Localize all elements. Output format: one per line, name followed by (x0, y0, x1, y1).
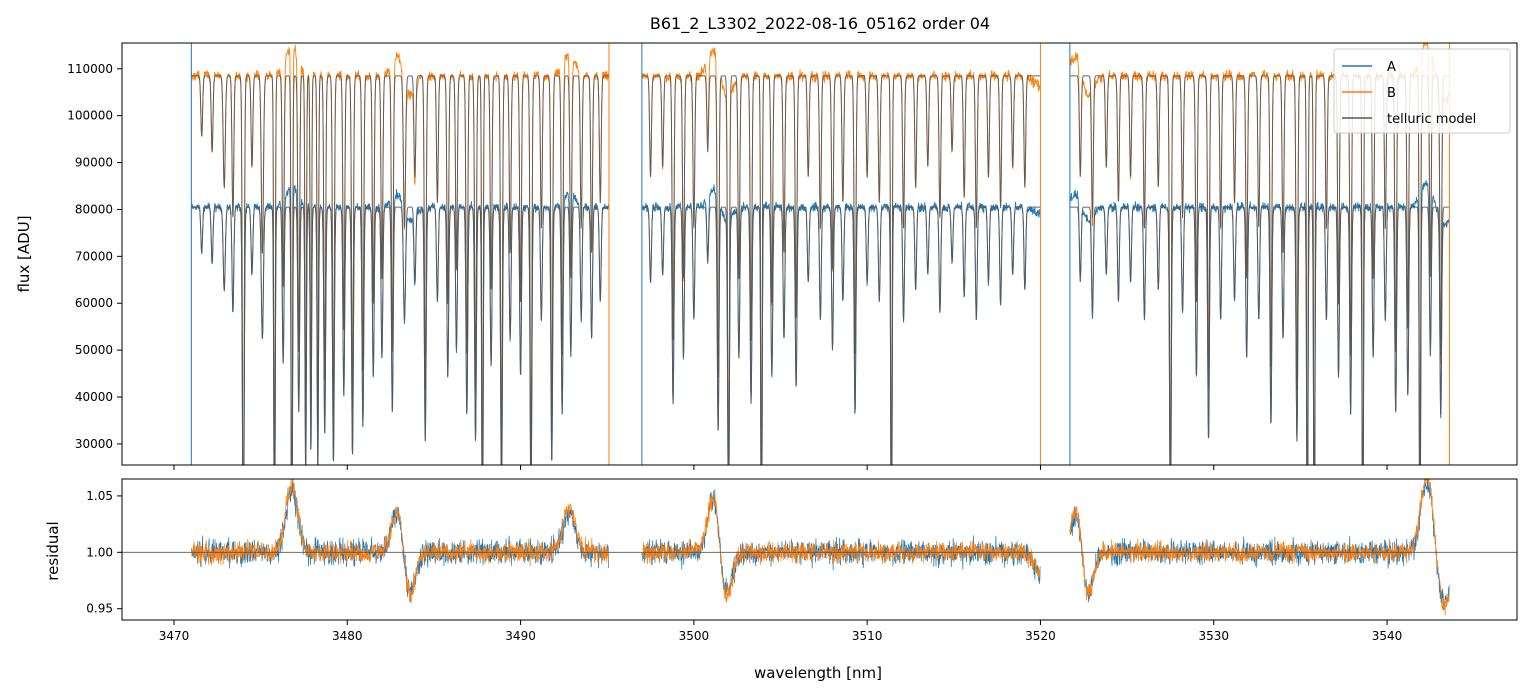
legend-label-telluric: telluric model (1387, 112, 1476, 127)
legend-label-a: A (1387, 60, 1396, 75)
telluric-model-line (1069, 206, 1450, 465)
x-tick-label: 3540 (1372, 629, 1403, 643)
chart-title: B61_2_L3302_2022-08-16_05162 order 04 (650, 14, 990, 34)
x-tick-label: 3530 (1198, 629, 1229, 643)
residual-y-tick-label: 1.05 (86, 489, 113, 503)
flux-y-tick-label: 30000 (75, 437, 113, 451)
telluric-model-line (191, 206, 609, 465)
x-tick-label: 3490 (505, 629, 536, 643)
flux-y-label: flux [ADU] (15, 215, 33, 292)
residual-y-tick-label: 0.95 (86, 602, 113, 616)
telluric-model-line (641, 206, 1041, 465)
flux-x-ticks (173, 465, 1388, 470)
x-tick-label: 3510 (852, 629, 883, 643)
x-tick-label: 3470 (159, 629, 190, 643)
x-tick-label: 3520 (1025, 629, 1056, 643)
series-a-line (641, 184, 1041, 465)
flux-y-tick-label: 40000 (75, 390, 113, 404)
residual-plot-area (122, 479, 1517, 616)
flux-y-tick-label: 50000 (75, 343, 113, 357)
telluric-model-line (191, 74, 609, 465)
residual-y-tick-label: 1.00 (86, 545, 113, 559)
flux-axes-frame (121, 42, 1518, 466)
residual-b-line (1069, 479, 1450, 616)
flux-y-tick-label: 80000 (75, 202, 113, 216)
residual-a-line (190, 479, 610, 602)
flux-axes: 30000 40000 50000 60000 70000 80000 90000 10000… (15, 42, 1518, 470)
telluric-model-line (1069, 75, 1450, 465)
legend-frame (1333, 48, 1511, 134)
residual-a-line (1069, 479, 1450, 611)
legend-label-b: B (1387, 86, 1396, 101)
residual-axes: 0.95 1.00 1.05 3470 3480 3490 3500 3510 3520 353… (44, 478, 1518, 682)
x-tick-label: 3500 (679, 629, 710, 643)
series-b-line (190, 44, 610, 465)
x-axis-label: wavelength [nm] (754, 664, 882, 682)
flux-y-tick-label: 110000 (67, 62, 113, 76)
series-a-line (1069, 179, 1450, 465)
residual-b-line (641, 493, 1041, 603)
legend: A B telluric model (1333, 48, 1511, 134)
flux-y-tick-label: 70000 (75, 249, 113, 263)
residual-b-line (190, 479, 610, 604)
flux-y-tick-label: 90000 (75, 156, 113, 170)
flux-y-tick-label: 100000 (67, 109, 113, 123)
series-b-line (641, 47, 1041, 465)
residual-axes-frame (121, 478, 1518, 621)
residual-x-ticks: 3470 3480 3490 3500 3510 3520 3530 3540 (159, 620, 1403, 643)
flux-plot-area (190, 43, 1450, 465)
x-tick-label: 3480 (332, 629, 363, 643)
residual-y-label: residual (44, 521, 62, 580)
residual-y-ticks: 0.95 1.00 1.05 (86, 489, 122, 616)
telluric-model-line (641, 75, 1041, 465)
flux-y-tick-label: 60000 (75, 296, 113, 310)
flux-y-ticks: 30000 40000 50000 60000 70000 80000 90000 10000… (67, 62, 122, 451)
